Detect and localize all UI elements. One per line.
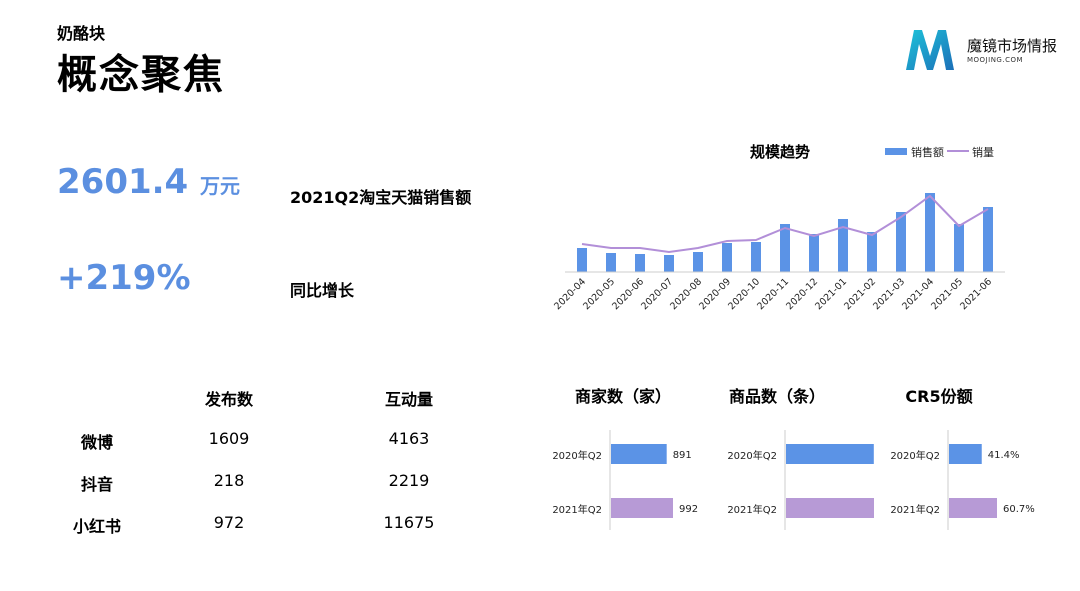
hbar-category-label: 2021年Q2 xyxy=(552,503,602,516)
products-chart-title: 商品数（条） xyxy=(728,387,825,406)
table-row-platform: 小红书 xyxy=(72,517,121,536)
growth-value: +219% xyxy=(57,258,191,298)
table-cell-interactions: 2219 xyxy=(388,471,430,490)
cr5-bar-chart: 2020年Q2 41.4% 2021年Q2 60.7% xyxy=(890,430,1035,530)
page-subtitle: 奶酪块 xyxy=(57,24,106,43)
cr5-chart-title: CR5份额 xyxy=(905,387,973,406)
sales-label: 2021Q2淘宝天猫销售额 xyxy=(290,188,472,207)
chart-bar xyxy=(693,252,703,272)
logo-name: 魔镜市场情报 xyxy=(967,37,1058,55)
table-header-posts: 发布数 xyxy=(204,390,253,409)
hbar-bar xyxy=(611,498,673,518)
chart-bar xyxy=(664,255,674,272)
hbar-category-label: 2020年Q2 xyxy=(552,449,602,462)
hbar-category-label: 2020年Q2 xyxy=(890,449,940,462)
table-cell-posts: 1609 xyxy=(208,429,250,448)
chart-bar xyxy=(635,254,645,272)
hbar-bar xyxy=(949,498,997,518)
table-cell-interactions: 4163 xyxy=(388,429,430,448)
table-row-platform: 微博 xyxy=(80,433,113,452)
chart-bar xyxy=(809,234,819,272)
merchants-bar-chart: 2020年Q2 891 2021年Q2 992 xyxy=(552,430,698,530)
hbar-category-label: 2020年Q2 xyxy=(727,449,777,462)
legend-label-volume: 销量 xyxy=(972,145,994,159)
chart-bar xyxy=(751,242,761,272)
chart-bar xyxy=(577,248,587,272)
hbar-value-label: 60.7% xyxy=(1003,504,1035,515)
moojing-logo-icon xyxy=(906,30,954,70)
logo-url: MOOJING.COM xyxy=(967,56,1024,64)
hbar-category-label: 2021年Q2 xyxy=(890,503,940,516)
chart-line-volume xyxy=(581,194,989,254)
legend-label-sales: 销售额 xyxy=(911,145,944,159)
table-row-platform: 抖音 xyxy=(80,475,113,494)
trend-chart: 规模趋势 销售额 销量2020-042020-052020-062020-07202… xyxy=(552,143,1005,312)
hbar-bar xyxy=(786,444,874,464)
sales-value: 2601.4 xyxy=(57,162,189,202)
chart-bar xyxy=(896,212,906,272)
hbar-value-label: 992 xyxy=(679,504,698,515)
growth-label: 同比增长 xyxy=(290,281,355,300)
table-header-interactions: 互动量 xyxy=(384,390,433,409)
merchants-chart-title: 商家数（家） xyxy=(574,387,671,406)
table-cell-posts: 972 xyxy=(213,513,245,532)
legend-swatch-sales xyxy=(885,148,907,155)
chart-tick-label: 2021-06 xyxy=(958,276,994,312)
chart-bar xyxy=(780,224,790,272)
chart-title: 规模趋势 xyxy=(750,143,810,161)
chart-bar xyxy=(983,207,993,272)
chart-bar xyxy=(838,219,848,272)
chart-bar xyxy=(925,193,935,272)
products-bar-chart: 2020年Q217722021年Q21776 xyxy=(727,430,880,530)
hbar-value-label: 41.4% xyxy=(988,450,1020,461)
page-title: 概念聚焦 xyxy=(57,52,225,98)
table-cell-posts: 218 xyxy=(213,471,245,490)
table-cell-interactions: 11675 xyxy=(383,513,435,532)
hbar-bar xyxy=(611,444,667,464)
sales-kpi: 2601.4 万元 xyxy=(57,162,240,202)
chart-bar xyxy=(867,232,877,272)
hbar-category-label: 2021年Q2 xyxy=(727,503,777,516)
hbar-value-label: 891 xyxy=(673,450,692,461)
chart-bar xyxy=(606,253,616,272)
chart-bar xyxy=(954,224,964,272)
chart-bar xyxy=(722,243,732,272)
sales-unit: 万元 xyxy=(200,174,241,198)
hbar-bar xyxy=(786,498,874,518)
hbar-bar xyxy=(949,444,982,464)
